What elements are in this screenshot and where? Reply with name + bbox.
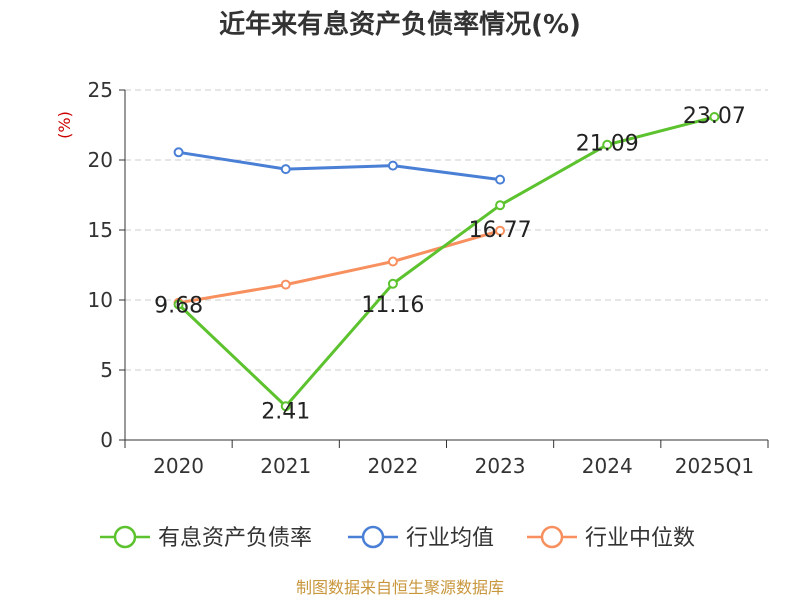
data-point xyxy=(709,112,720,123)
data-point xyxy=(387,256,398,267)
x-tick-label: 2021 xyxy=(260,454,311,478)
data-point xyxy=(387,278,398,289)
data-point xyxy=(602,139,613,150)
data-point xyxy=(495,225,506,236)
data-label: 9.68 xyxy=(154,293,203,318)
y-axis-label: (%) xyxy=(55,111,74,139)
data-label: 23.07 xyxy=(683,104,746,129)
y-tick-label: 10 xyxy=(88,288,113,312)
legend: 有息资产负债率 行业均值 行业中位数 xyxy=(100,525,695,551)
chart-title: 近年来有息资产负债率情况(%) xyxy=(219,9,581,40)
x-tick-label: 2023 xyxy=(475,454,526,478)
data-label: 2.41 xyxy=(261,399,310,424)
y-tick-label: 5 xyxy=(100,358,113,382)
y-tick-label: 25 xyxy=(88,78,113,102)
series-group xyxy=(173,112,720,412)
data-label: 11.16 xyxy=(361,293,424,318)
legend-marker xyxy=(361,525,385,549)
data-point xyxy=(280,164,291,175)
data-labels: 9.68 2.41 11.16 16.77 21.09 23.07 xyxy=(154,104,746,424)
data-point xyxy=(173,147,184,158)
grid-lines xyxy=(125,89,768,371)
data-point xyxy=(387,160,398,171)
y-tick-label: 20 xyxy=(88,148,113,172)
source-note: 制图数据来自恒生聚源数据库 xyxy=(296,578,504,597)
data-point xyxy=(495,174,506,185)
legend-marker xyxy=(113,525,137,549)
series-line-0 xyxy=(177,115,715,408)
legend-label: 有息资产负债率 xyxy=(158,526,312,551)
x-tick-label: 2025Q1 xyxy=(675,454,754,478)
legend-marker xyxy=(540,525,564,549)
data-point xyxy=(280,401,291,412)
legend-label: 行业均值 xyxy=(406,526,494,551)
y-tick-label: 0 xyxy=(100,428,113,452)
legend-label: 行业中位数 xyxy=(585,526,695,551)
data-point xyxy=(495,200,506,211)
x-tick-label: 2022 xyxy=(367,454,418,478)
series-line-1 xyxy=(178,150,501,182)
data-label: 21.09 xyxy=(576,132,639,157)
data-point xyxy=(280,279,291,290)
data-point xyxy=(173,299,184,310)
axes: 0 5 10 15 20 25 2020 2021 2022 2023 2024 2025Q1 xyxy=(88,78,769,478)
data-label: 16.77 xyxy=(469,218,532,243)
y-tick-label: 15 xyxy=(88,218,113,242)
x-tick-label: 2024 xyxy=(582,454,633,478)
x-tick-label: 2020 xyxy=(153,454,204,478)
